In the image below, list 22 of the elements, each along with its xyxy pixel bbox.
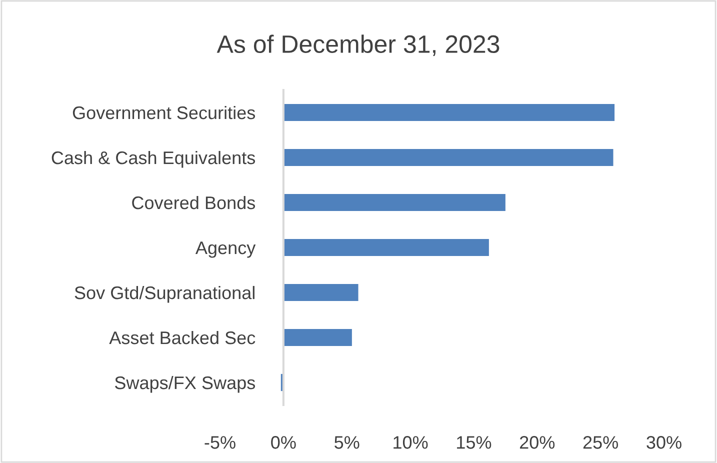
bar [283, 328, 352, 346]
x-tick-label: 20% [520, 436, 555, 449]
chart-title: As of December 31, 2023 [216, 34, 500, 56]
y-tick-label: Government Securities [72, 106, 256, 120]
bar [283, 238, 489, 256]
y-tick-label: Swaps/FX Swaps [114, 376, 255, 393]
x-tick-label: 30% [646, 436, 682, 449]
x-tick-label: 0% [271, 436, 296, 449]
y-tick-label: Asset Backed Sec [109, 330, 256, 344]
y-tick-label: Covered Bonds [132, 196, 256, 210]
bar [283, 194, 506, 212]
x-tick-label: -5% [204, 436, 236, 449]
x-tick-label: 25% [583, 436, 618, 449]
y-tick-label: Cash & Cash Equivalents [52, 150, 256, 168]
y-tick-label: Sov Gtd/Supranational [74, 286, 254, 303]
x-tick-label: 10% [394, 436, 428, 449]
bar [283, 148, 614, 166]
x-tick-label: 5% [334, 436, 360, 449]
bar [283, 104, 615, 122]
bar [283, 284, 358, 302]
x-tick-label: 15% [457, 436, 492, 449]
y-tick-label: Agency [195, 242, 256, 258]
